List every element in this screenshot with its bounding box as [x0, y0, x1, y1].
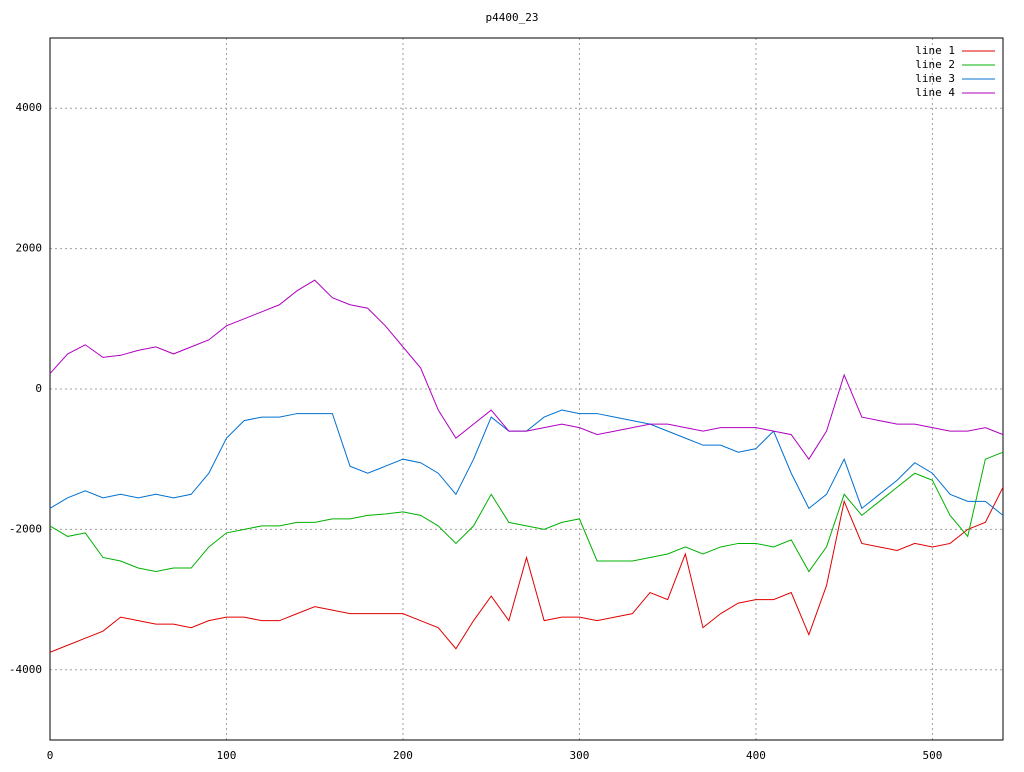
plot-border: [49, 37, 1004, 741]
x-tick-label: 400: [746, 749, 766, 762]
legend-label: line 2: [915, 58, 955, 71]
x-tick-label: 100: [217, 749, 237, 762]
y-tick-label: -2000: [9, 522, 42, 535]
legend-label: line 3: [915, 72, 955, 85]
legend-label: line 1: [915, 44, 955, 57]
x-tick-label: 300: [570, 749, 590, 762]
x-tick-label: 200: [393, 749, 413, 762]
series-line: [49, 451, 1004, 573]
y-tick-label: 4000: [16, 101, 43, 114]
x-tick-label: 0: [47, 749, 54, 762]
chart-title: p4400_23: [486, 11, 539, 24]
legend-label: line 4: [915, 86, 955, 99]
series-line: [49, 487, 1004, 653]
series-line: [49, 279, 1004, 461]
y-tick-label: 0: [35, 382, 42, 395]
series-line: [49, 409, 1004, 516]
y-tick-label: 2000: [16, 242, 43, 255]
x-tick-label: 500: [922, 749, 942, 762]
y-tick-label: -4000: [9, 663, 42, 676]
